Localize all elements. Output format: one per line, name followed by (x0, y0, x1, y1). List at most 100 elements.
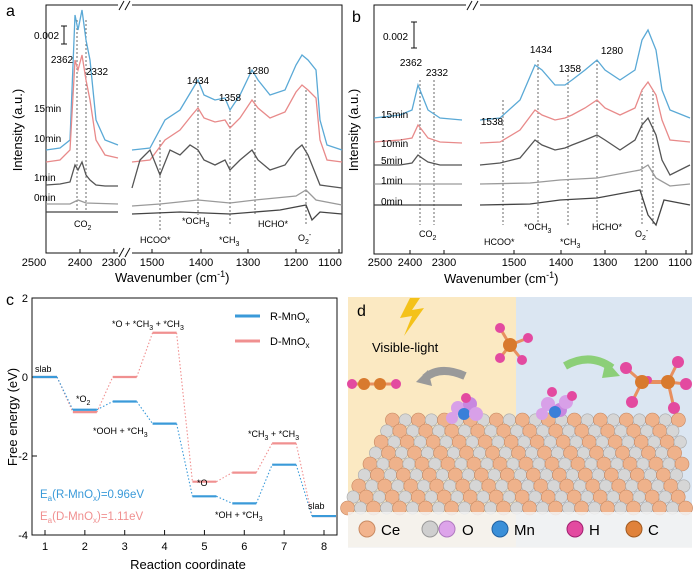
series-c (33, 331, 336, 518)
x-axis-label-a: Wavenumber (cm-1) (115, 269, 229, 285)
series-baseline (46, 204, 343, 222)
x-tick-label: 1 (42, 541, 48, 553)
arrow-left-head (416, 370, 432, 386)
o-atom (669, 468, 683, 482)
state-ch3-ch3: *CH3 + *CH3 (248, 429, 299, 442)
axis-break-b (466, 0, 480, 11)
species-labels-a: CO2 HCOO* *OCH3 *CH3 HCHO* O2- (74, 216, 312, 248)
y-axis-label-b: Intensity (a.u.) (346, 89, 361, 171)
ea-d-mnox: Ea(D-MnOx)=1.11eV (40, 511, 143, 525)
peak-label: 1358 (219, 93, 242, 104)
ce-atom (671, 412, 686, 428)
series-0min (374, 189, 691, 227)
series-1min (374, 164, 691, 187)
peak-label: 1434 (187, 76, 210, 87)
panel-c-frame (31, 297, 338, 536)
series-15min (45, 9, 343, 151)
x-ticks-a (45, 249, 340, 253)
x-axis-label-b: Wavenumber (cm-1) (444, 270, 558, 286)
species-labels-b: CO2 HCOO* *OCH3 *CH3 HCHO* O2- (419, 222, 649, 250)
x-axis-label-c: Reaction coordinate (130, 557, 246, 572)
y-axis-label-c: Free energy (eV) (5, 368, 20, 466)
tick-label: 1200 (634, 257, 658, 269)
panel-b-letter: b (352, 9, 361, 26)
panel-d: d Visible-light (340, 297, 693, 548)
time-label: 10min (381, 139, 408, 150)
connector-r-mnox (255, 464, 273, 504)
species-hcho: HCHO* (592, 222, 622, 232)
ea-r-mnox: Ea(R-MnOx)=0.96eV (40, 489, 144, 503)
y-tick-label: 2 (22, 293, 28, 305)
legend-ce: Ce (381, 522, 400, 539)
panel-b: b 2500 2400 2300 1500 1400 1300 1200 110… (346, 0, 693, 286)
tick-label: 1500 (140, 257, 164, 269)
series-10min (45, 54, 343, 163)
tick-label: 2400 (68, 257, 92, 269)
series-15min (373, 28, 691, 121)
x-tick-label: 5 (201, 541, 207, 553)
peak-label: 1280 (247, 66, 270, 77)
state-o-ch3-ch3: *O + *CH3 + *CH3 (112, 319, 184, 332)
tick-label: 1400 (549, 257, 573, 269)
species-ch3: *CH3 (219, 235, 240, 248)
species-och3: *OCH3 (524, 222, 552, 235)
panel-c: c 2 0 -2 -4 1 2 3 4 5 6 7 8 Free energy (eV) React… (5, 292, 338, 572)
species-o2: O2- (635, 228, 649, 242)
connector-d-mnox (176, 332, 193, 482)
y-tick-label: 0 (22, 372, 28, 384)
y-axis-label-a: Intensity (a.u.) (10, 89, 25, 171)
legend-mn: Mn (514, 522, 535, 539)
series-10min (373, 80, 691, 144)
legend-o: O (462, 522, 474, 539)
time-labels-a: 15min 10min 1min 0min (34, 104, 61, 204)
y-tick-label: -4 (18, 530, 28, 542)
axis-break-a (118, 0, 132, 258)
connector-d-mnox (216, 472, 233, 483)
legend-d: D-MnOx (270, 336, 309, 350)
species-och3: *OCH3 (182, 216, 210, 229)
legend-d: Ce O Mn H C (358, 520, 659, 539)
legend-c: R-MnOx D-MnOx (235, 311, 309, 350)
connector-r-mnox (56, 376, 74, 411)
species-hcoo: HCOO* (140, 235, 171, 245)
ce-atom (667, 445, 682, 461)
tick-label: 1200 (284, 257, 308, 269)
panel-b-frame (373, 4, 693, 255)
lightning-icon (400, 298, 424, 336)
time-label: 1min (34, 173, 56, 184)
tick-label: 2300 (102, 257, 126, 269)
state-slab-2: slab (308, 501, 325, 511)
connector-r-mnox (96, 401, 113, 411)
x-tick-labels-a: 2500 2400 2300 1500 1400 1300 1200 1100 (22, 257, 342, 269)
x-tick-label: 8 (321, 541, 327, 553)
x-ticks-b (373, 250, 687, 254)
x-tick-label: 6 (241, 541, 247, 553)
connector-d-mnox (56, 376, 74, 413)
legend-r: R-MnOx (270, 311, 309, 325)
catalyst-surface (340, 412, 693, 516)
x-tick-label: 2 (82, 541, 88, 553)
visible-light-label: Visible-light (372, 340, 439, 355)
panel-d-letter: d (357, 303, 366, 320)
ce-atom (670, 489, 686, 505)
series-0min (46, 189, 343, 207)
state-o: *O (197, 478, 208, 488)
peak-labels-b: 2362 2332 1538 1434 1358 1280 (400, 45, 624, 128)
time-label: 0min (34, 193, 56, 204)
time-label: 15min (381, 110, 408, 121)
y-ticks-c: 2 0 -2 -4 (18, 293, 37, 542)
time-label: 15min (34, 104, 61, 115)
state-slab-1: slab (35, 364, 52, 374)
spectra-a (45, 9, 343, 222)
peak-label: 2332 (426, 68, 449, 79)
tick-label: 1500 (502, 257, 526, 269)
o-atom (666, 424, 680, 438)
series-5min (374, 116, 691, 176)
peak-label: 2362 (51, 55, 74, 66)
activation-energies: Ea(R-MnOx)=0.96eV Ea(D-MnOx)=1.11eV (40, 489, 144, 525)
time-label: 1min (381, 176, 403, 187)
time-label: 0min (381, 197, 403, 208)
o-atom (673, 435, 687, 449)
peak-label: 1538 (481, 117, 504, 128)
species-co2: CO2 (74, 219, 92, 232)
